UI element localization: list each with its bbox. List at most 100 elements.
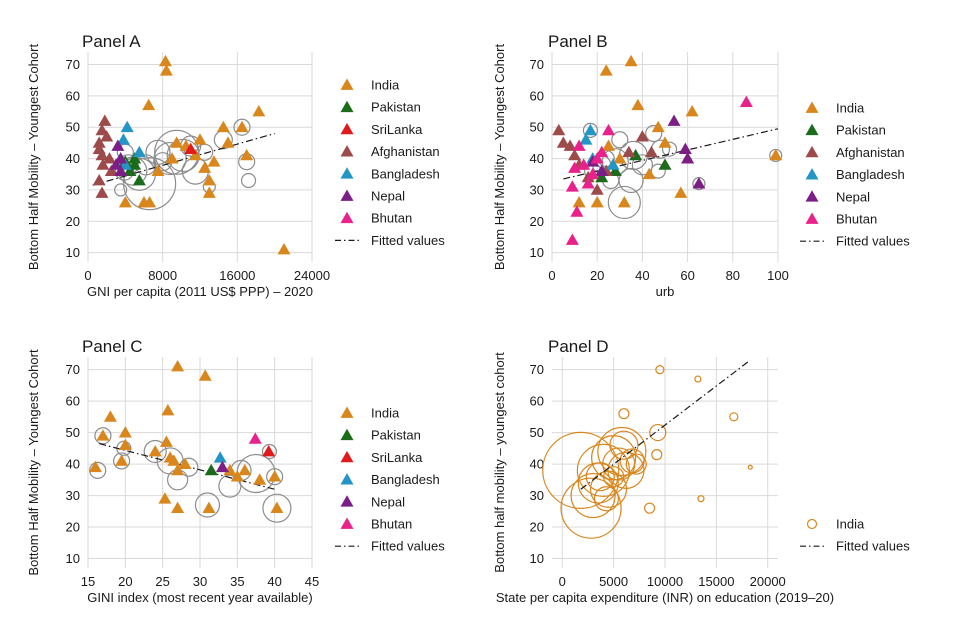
legend-label: Nepal xyxy=(371,494,405,509)
legend-item: Bhutan xyxy=(805,212,877,227)
x-tick-label: 0 xyxy=(548,268,555,283)
data-point xyxy=(552,123,566,136)
legend-label: Bangladesh xyxy=(371,472,440,487)
data-point xyxy=(202,501,216,514)
data-point xyxy=(95,123,109,136)
legend-marker xyxy=(340,495,354,507)
weight-circle xyxy=(747,464,753,470)
legend-label: Afghanistan xyxy=(836,145,905,160)
fitted-line xyxy=(92,132,275,186)
data-point xyxy=(658,158,672,170)
legend-marker xyxy=(340,100,354,113)
legend-marker xyxy=(806,518,818,530)
data-point xyxy=(658,136,672,148)
y-tick-label: 30 xyxy=(530,488,544,503)
y-tick-label: 60 xyxy=(66,394,80,409)
data-point xyxy=(583,123,597,136)
legend-item: Pakistan xyxy=(805,123,886,138)
legend-label: Pakistan xyxy=(371,428,421,443)
data-point xyxy=(184,142,198,155)
legend-item: India xyxy=(340,406,400,421)
weight-circle xyxy=(194,492,221,518)
legend-item: Bangladesh xyxy=(340,472,440,487)
weight-circle xyxy=(570,472,616,519)
data-point xyxy=(159,64,173,76)
data-point xyxy=(123,164,137,176)
data-point xyxy=(114,152,128,164)
weight-circle xyxy=(611,131,629,149)
data-point xyxy=(92,136,106,148)
data-point xyxy=(158,54,172,67)
panel-title: Panel D xyxy=(548,337,608,356)
data-point xyxy=(159,435,173,447)
legend-marker xyxy=(805,123,819,136)
legend-marker xyxy=(340,122,354,135)
data-point xyxy=(268,470,282,482)
legend-label: Fitted values xyxy=(371,539,445,554)
weight-circle xyxy=(576,443,630,497)
data-point xyxy=(193,133,207,145)
data-point xyxy=(158,492,172,504)
data-point xyxy=(202,186,216,198)
y-tick-label: 60 xyxy=(66,88,80,103)
data-point xyxy=(595,170,609,183)
data-point xyxy=(213,451,227,463)
y-tick-label: 20 xyxy=(530,520,544,535)
data-point xyxy=(132,145,146,158)
legend-marker xyxy=(340,189,354,201)
data-point xyxy=(165,152,179,164)
legend-marker xyxy=(805,190,819,202)
data-point xyxy=(565,180,579,192)
x-tick-label: 35 xyxy=(230,574,244,589)
y-tick-label: 50 xyxy=(66,425,80,440)
y-tick-label: 20 xyxy=(66,520,80,535)
weight-circle xyxy=(261,443,278,460)
weight-circle xyxy=(560,477,622,539)
y-tick-label: 30 xyxy=(66,488,80,503)
data-point xyxy=(188,148,202,161)
data-point xyxy=(132,174,146,186)
data-point xyxy=(109,158,123,170)
legend-item: Pakistan xyxy=(340,428,421,443)
data-point xyxy=(568,161,582,173)
data-point xyxy=(651,120,665,133)
legend-marker xyxy=(340,517,354,529)
legend-item: SriLanka xyxy=(340,122,423,137)
data-point xyxy=(678,142,692,155)
legend-label: India xyxy=(371,78,400,93)
x-axis-label: State per capita expenditure (INR) on ed… xyxy=(496,590,834,605)
weight-circle xyxy=(631,154,654,176)
data-point xyxy=(572,139,586,151)
legend-item: Nepal xyxy=(805,189,870,204)
data-point xyxy=(565,233,579,245)
data-point xyxy=(622,145,636,158)
legend-item: India xyxy=(806,517,865,532)
y-axis-label: Bottom half mobility – youngest cohort xyxy=(492,352,507,573)
legend-marker xyxy=(805,145,819,158)
data-point xyxy=(685,105,699,117)
data-point xyxy=(142,98,156,111)
data-point xyxy=(608,164,622,176)
data-point xyxy=(204,463,218,476)
weight-circle xyxy=(593,486,620,512)
legend-item: SriLanka xyxy=(340,450,423,465)
x-tick-label: 24000 xyxy=(294,268,330,283)
data-point xyxy=(104,164,118,176)
data-point xyxy=(642,167,656,180)
y-tick-label: 20 xyxy=(66,214,80,229)
data-point xyxy=(602,123,615,136)
legend-item: Fitted values xyxy=(800,539,910,554)
legend-item: Afghanistan xyxy=(340,144,440,159)
data-point xyxy=(223,463,237,476)
weight-circle xyxy=(123,157,177,211)
data-point xyxy=(198,369,212,381)
data-point xyxy=(230,470,244,482)
x-tick-label: 20 xyxy=(590,268,604,283)
fitted-line xyxy=(580,359,751,490)
legend-item: Bhutan xyxy=(340,517,412,532)
weight-circle xyxy=(643,502,656,514)
y-tick-label: 40 xyxy=(66,151,80,166)
data-point xyxy=(171,463,185,476)
weight-circle xyxy=(607,185,641,220)
